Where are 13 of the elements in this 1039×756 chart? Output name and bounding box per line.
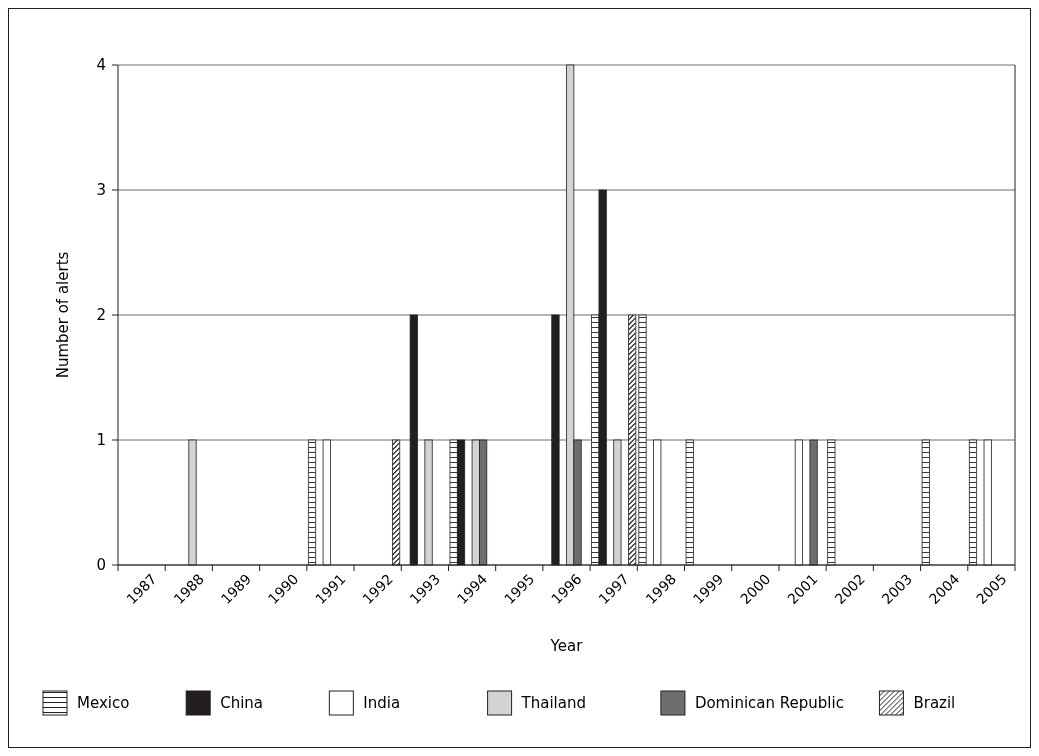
- y-axis-title: Number of alerts: [54, 251, 72, 379]
- legend-label: Brazil: [913, 694, 956, 713]
- legend-label: Thailand: [520, 694, 587, 713]
- legend-label: China: [220, 694, 264, 713]
- legend-label: Mexico: [77, 694, 130, 713]
- y-tick-label: 0: [96, 556, 106, 575]
- y-tick-label: 3: [96, 181, 106, 200]
- x-axis-title: Year: [549, 637, 584, 655]
- y-tick-label: 4: [96, 56, 106, 75]
- legend-label: Dominican Republic: [694, 694, 844, 713]
- y-tick-label: 2: [96, 306, 106, 325]
- y-tick-label: 1: [96, 431, 106, 450]
- legend-label: India: [363, 694, 401, 713]
